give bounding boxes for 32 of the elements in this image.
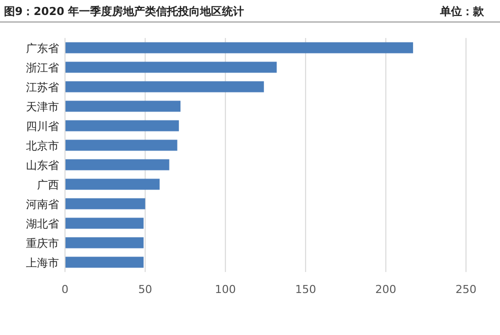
bar (65, 159, 170, 170)
y-tick-label: 北京市 (26, 139, 59, 152)
bar (65, 120, 179, 132)
x-tick-label: 100 (214, 283, 236, 296)
bar (65, 81, 264, 92)
bar (65, 198, 146, 210)
bar (65, 42, 414, 54)
y-tick-label: 湖北省 (26, 217, 59, 230)
y-tick-label: 江苏省 (26, 80, 59, 94)
x-tick-label: 150 (295, 283, 316, 296)
y-tick-label: 山东省 (26, 158, 59, 172)
bar (65, 62, 277, 73)
bar (65, 237, 144, 248)
bar (65, 218, 144, 229)
y-tick-label: 四川省 (26, 120, 59, 133)
y-tick-label: 广西 (37, 178, 59, 192)
bar (65, 140, 178, 151)
chart-subtitle: 单位：款 (439, 5, 485, 18)
x-tick-label: 50 (138, 283, 152, 296)
chart-title: 图9：2020 年一季度房地产类信托投向地区统计 (4, 5, 244, 18)
x-tick-label: 0 (62, 283, 68, 296)
x-tick-label: 250 (456, 283, 476, 296)
y-tick-label: 上海市 (26, 256, 59, 270)
bar (65, 256, 144, 268)
y-tick-label: 重庆市 (26, 236, 59, 250)
y-tick-label: 天津市 (26, 100, 59, 114)
bar (65, 100, 180, 112)
y-tick-label: 河南省 (26, 198, 59, 211)
y-tick-label: 广东省 (26, 42, 59, 55)
x-tick-label: 200 (375, 283, 396, 296)
y-tick-label: 浙江省 (26, 61, 59, 74)
bar (65, 178, 160, 190)
